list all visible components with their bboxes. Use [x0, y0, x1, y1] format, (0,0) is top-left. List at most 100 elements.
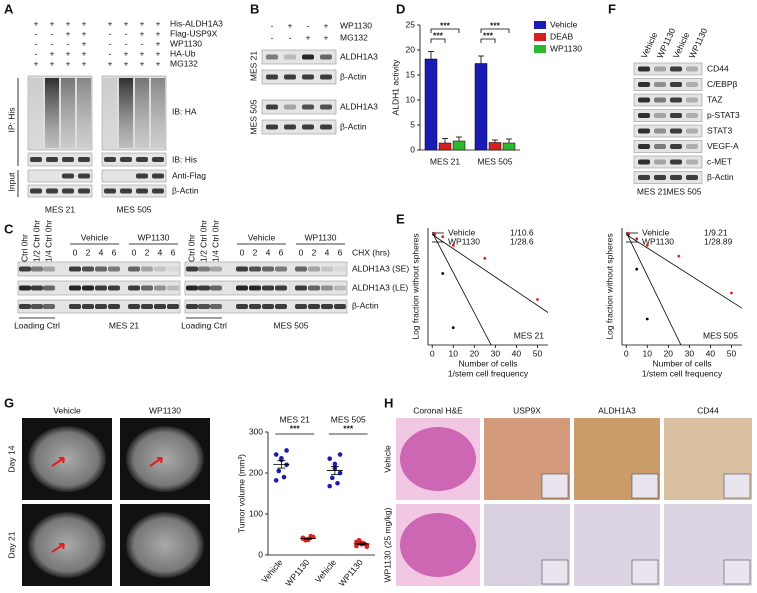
band — [266, 104, 278, 110]
point — [329, 475, 335, 481]
point — [354, 543, 359, 549]
legend-swatch — [534, 21, 546, 29]
band — [670, 159, 682, 165]
band — [43, 266, 55, 272]
label: C/EBPβ — [707, 79, 738, 89]
label: 1/stem cell frequency — [642, 368, 723, 378]
label: MES 505 — [703, 330, 738, 340]
label: E — [396, 211, 405, 226]
band — [120, 157, 132, 162]
band — [104, 157, 116, 162]
band — [154, 266, 166, 272]
point — [284, 462, 289, 468]
band — [249, 304, 261, 309]
band — [43, 285, 55, 291]
label: H — [384, 395, 393, 410]
band — [198, 266, 210, 272]
label: Coronal H&E — [413, 405, 463, 415]
label: - — [51, 38, 54, 48]
label: 10 — [449, 348, 459, 358]
label: 1/4 Ctrl 0hr — [210, 220, 220, 262]
fit-line — [431, 234, 548, 313]
band — [167, 266, 179, 272]
point — [273, 478, 279, 483]
label: WP1130 — [170, 38, 202, 48]
smear — [45, 78, 59, 148]
band — [62, 173, 74, 179]
label: 2 — [312, 247, 317, 257]
band — [136, 188, 148, 194]
band — [320, 124, 332, 130]
label: ALDH1 activity — [390, 59, 400, 115]
label: 0 — [73, 247, 78, 257]
label: 40 — [512, 348, 522, 358]
band — [654, 175, 666, 180]
label: MES 21 — [248, 51, 258, 82]
band — [670, 113, 682, 118]
label: WP1130 — [687, 26, 710, 59]
band — [95, 266, 107, 272]
arrow — [51, 543, 65, 553]
label: 4 — [266, 247, 271, 257]
label: WP1130 — [149, 405, 181, 415]
band — [686, 159, 698, 165]
blot — [261, 99, 337, 115]
band — [295, 304, 307, 309]
band — [320, 74, 332, 80]
band — [136, 173, 148, 179]
label: 0 — [258, 549, 263, 559]
label: + — [140, 48, 145, 58]
label: Loading Ctrl — [14, 320, 60, 330]
band — [19, 266, 31, 272]
blot — [27, 152, 93, 167]
point — [626, 231, 630, 235]
band — [30, 157, 42, 162]
label: Ctrl 0hr — [186, 234, 196, 262]
label: STAT3 — [707, 125, 732, 135]
band — [686, 66, 698, 72]
label: - — [35, 28, 38, 38]
band — [141, 266, 153, 272]
band — [46, 188, 58, 194]
label: + — [124, 58, 129, 68]
label: *** — [483, 30, 494, 40]
label: WP1130 (25 mg/kg) — [382, 507, 392, 582]
band — [670, 66, 682, 72]
smear — [151, 78, 165, 148]
blot — [633, 124, 703, 138]
smear — [77, 78, 91, 148]
band — [654, 144, 666, 149]
brain — [28, 426, 106, 492]
band — [128, 266, 140, 272]
band — [69, 285, 81, 291]
blot — [101, 169, 167, 183]
band — [638, 144, 650, 149]
label: Vehicle — [81, 232, 109, 242]
band — [236, 266, 248, 272]
band — [19, 285, 31, 291]
label: β-Actin — [352, 300, 379, 310]
label: USP9X — [513, 405, 541, 415]
label: MES 505 — [248, 99, 258, 134]
bar — [474, 63, 488, 151]
point — [730, 291, 733, 295]
label: *** — [433, 30, 444, 40]
label: 10 — [406, 94, 416, 104]
label: 15 — [406, 69, 416, 79]
smear — [103, 78, 117, 148]
point — [441, 272, 445, 275]
blot — [633, 109, 703, 122]
label: Flag-USP9X — [170, 28, 218, 38]
label: + — [324, 20, 329, 30]
label: IB: His — [172, 154, 197, 164]
legend-swatch — [534, 33, 546, 41]
label: + — [66, 18, 71, 28]
label: + — [156, 58, 161, 68]
label: F — [608, 1, 616, 16]
band — [654, 66, 666, 72]
band — [82, 266, 94, 272]
label: Log fraction without spheres — [604, 233, 614, 339]
band — [186, 304, 198, 309]
label: 2 — [253, 247, 258, 257]
label: Loading Ctrl — [181, 320, 227, 330]
